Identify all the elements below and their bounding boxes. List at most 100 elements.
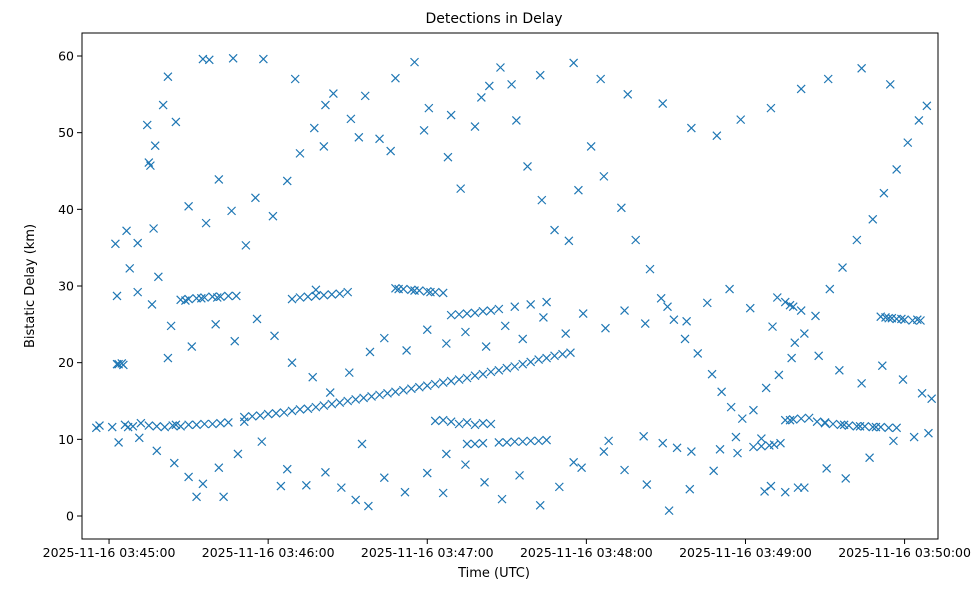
data-point	[454, 419, 464, 429]
data-point	[788, 414, 798, 424]
data-point	[346, 114, 356, 124]
data-point	[828, 419, 838, 429]
data-point	[822, 464, 832, 473]
data-point	[394, 284, 404, 294]
data-point	[171, 117, 181, 127]
data-point	[308, 372, 318, 382]
data-point	[884, 423, 894, 433]
data-point	[554, 482, 564, 492]
data-point	[569, 58, 579, 68]
data-point	[252, 314, 262, 324]
y-axis-label: Bistatic Delay (km)	[23, 224, 38, 348]
data-point	[500, 321, 510, 331]
data-point	[214, 463, 224, 473]
data-point	[804, 413, 814, 423]
data-point	[160, 422, 170, 432]
data-point	[796, 84, 806, 94]
data-point	[596, 74, 606, 84]
data-point	[107, 422, 117, 432]
data-point	[441, 449, 451, 459]
data-point	[328, 89, 338, 98]
data-point	[599, 171, 609, 181]
data-point	[857, 63, 867, 73]
data-point	[768, 322, 777, 332]
data-point	[438, 488, 448, 498]
data-point	[125, 263, 135, 273]
data-point	[578, 309, 588, 319]
data-point	[884, 313, 894, 323]
data-point	[134, 433, 144, 443]
data-point	[749, 442, 758, 452]
data-point	[823, 74, 833, 84]
y-tick-label: 60	[58, 49, 74, 64]
data-point	[761, 383, 771, 393]
data-point	[344, 368, 354, 378]
data-point	[616, 203, 626, 213]
data-point	[631, 235, 641, 245]
data-point	[357, 439, 367, 449]
data-point	[672, 443, 682, 453]
data-point	[865, 453, 875, 463]
data-point	[686, 123, 696, 133]
data-point	[239, 412, 249, 422]
data-point	[144, 421, 154, 430]
data-point	[726, 402, 736, 412]
data-point	[383, 388, 392, 398]
data-point	[542, 435, 552, 445]
data-point	[569, 457, 579, 467]
data-point	[117, 359, 127, 368]
data-point	[187, 342, 197, 351]
data-point	[680, 334, 690, 344]
data-point	[494, 304, 504, 314]
data-point	[558, 349, 567, 359]
data-point	[497, 494, 507, 504]
data-point	[184, 420, 194, 430]
data-point	[456, 184, 466, 194]
data-point	[790, 338, 800, 348]
data-point	[787, 353, 797, 363]
data-point	[811, 311, 820, 321]
data-point	[365, 347, 375, 357]
data-point	[892, 423, 902, 433]
data-point	[715, 444, 725, 454]
data-point	[123, 422, 133, 432]
data-point	[295, 293, 305, 302]
data-point	[208, 419, 217, 429]
data-point	[446, 310, 456, 320]
x-tick-label: 2025-11-16 03:46:00	[202, 545, 335, 560]
data-point	[693, 349, 703, 358]
data-point	[502, 363, 512, 373]
data-point	[550, 351, 559, 361]
data-point	[406, 285, 416, 295]
data-point	[663, 302, 672, 312]
data-point	[303, 292, 313, 302]
data-point	[271, 408, 281, 418]
data-point	[319, 142, 329, 151]
data-point	[276, 481, 286, 491]
data-point	[360, 91, 370, 101]
data-point	[198, 54, 208, 64]
data-point	[462, 373, 472, 383]
data-point	[462, 309, 472, 319]
y-tick-label: 30	[58, 279, 74, 294]
data-point	[211, 319, 221, 329]
data-point	[799, 483, 809, 493]
data-point	[736, 115, 746, 125]
data-point	[145, 161, 155, 171]
data-point	[535, 70, 545, 80]
data-point	[231, 291, 241, 301]
data-point	[534, 355, 544, 365]
data-point	[386, 146, 396, 156]
data-point	[228, 53, 238, 63]
data-point	[526, 299, 536, 309]
data-point	[133, 287, 143, 297]
data-point	[351, 495, 361, 505]
data-point	[523, 161, 532, 171]
y-tick-label: 10	[58, 432, 74, 447]
data-point	[270, 331, 279, 341]
data-point	[443, 152, 453, 162]
data-point	[212, 293, 222, 302]
data-point	[359, 393, 369, 403]
data-point	[511, 115, 521, 125]
